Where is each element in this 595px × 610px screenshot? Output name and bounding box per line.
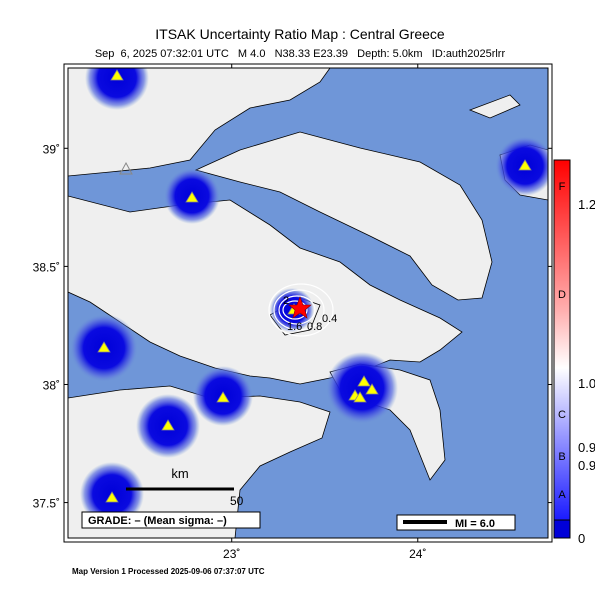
lat-tick-label: 37.5˚ [33,497,60,511]
colorbar-letter: F [559,181,566,193]
colorbar-tick-label: 0.9 [578,458,595,473]
lon-tick-label: 23˚ [223,547,240,561]
lat-tick-label: 39˚ [43,142,60,156]
colorbar-tick-label: 0.9 [578,440,595,455]
contour-label: 0.4 [322,313,337,325]
contours [268,283,334,337]
contour-label: 0.8 [307,321,322,333]
contour-labels: 2 1.6 0.8 0.4 [283,295,337,333]
stations [97,69,532,503]
colorbar-ramp [553,159,571,539]
scale-bar: km 50 [126,466,244,508]
lat-tick-label: 38.5˚ [33,260,60,274]
grade-box [81,511,261,529]
contour-label: 1.6 [287,321,302,333]
scale-unit: km [171,466,188,481]
epicenter [288,296,312,319]
contour-label: 2 [283,295,289,307]
colorbar: F D C B A 1.2 1.0 0.9 0.9 0 [553,159,595,546]
map-area: 2 1.6 0.8 0.4 km 50 GRADE: – (Mean [68,68,548,538]
mi-legend: MI = 6.0 [455,518,495,530]
colorbar-tick-label: 1.2 [578,197,595,212]
frame [63,63,553,543]
footer: Map Version 1 Processed 2025-09-06 07:37… [72,567,265,576]
lon-tick-label: 24˚ [409,547,426,561]
mi-box [396,514,516,531]
colorbar-base [553,519,571,539]
station-inactive [119,161,133,175]
station-zones [70,68,548,526]
colorbar-tick-label: 0 [578,531,585,546]
colorbar-tick-label: 1.0 [578,376,595,391]
colorbar-letter: D [558,289,566,301]
grade: GRADE: – (Mean sigma: –) [88,515,227,527]
title: ITSAK Uncertainty Ratio Map : Central Gr… [155,26,445,42]
graticule: 23˚ 24˚ 39˚ 38.5˚ 38˚ 37.5˚ [33,64,552,561]
scale-label: 50 [230,494,244,508]
colorbar-letter: A [558,489,566,501]
lat-tick-label: 38˚ [43,378,60,392]
subtitle: Sep 6, 2025 07:32:01 UTC M 4.0 N38.33 E2… [95,48,506,60]
colorbar-letter: C [558,409,566,421]
colorbar-letter: B [558,451,565,463]
